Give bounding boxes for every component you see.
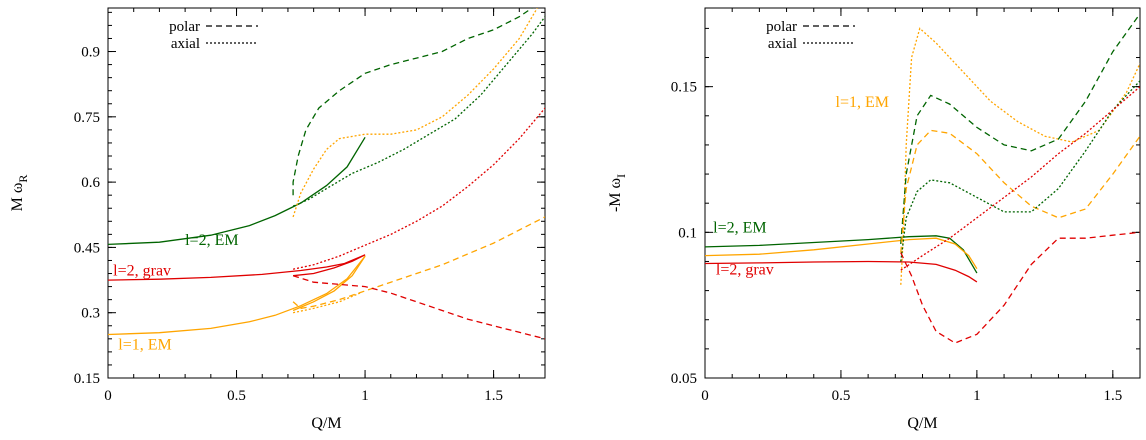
x-tick-label: 1 xyxy=(361,388,369,404)
legend-label-axial: axial xyxy=(768,36,797,52)
x-tick-label: 1 xyxy=(973,388,981,404)
x-tick-label: 1.5 xyxy=(1103,388,1122,404)
series-label: l=1, EM xyxy=(118,337,171,354)
x-tick-label: 0 xyxy=(104,388,112,404)
series-line-green-dashed xyxy=(293,8,532,195)
series-line-green-dotted xyxy=(901,81,1140,262)
curves xyxy=(705,14,1140,343)
series-line-orange-dotted xyxy=(901,28,1140,284)
series-line-orange-dotted xyxy=(293,8,537,217)
series-line-green-dotted xyxy=(293,17,545,206)
y-tick-label: 0.05 xyxy=(671,371,697,387)
series-line-red-dotted xyxy=(901,87,1140,271)
y-tick-label: 0.15 xyxy=(671,80,697,96)
series-label: l=2, grav xyxy=(716,262,774,279)
y-axis-title: M ωR xyxy=(9,175,30,212)
x-axis-title: Q/M xyxy=(311,415,341,432)
y-axis-title-main: M ω xyxy=(9,183,26,212)
series-label: l=2, EM xyxy=(185,232,238,249)
series-line-red-dotted xyxy=(293,108,545,269)
y-tick-label: 0.6 xyxy=(81,175,100,191)
x-tick-label: 1.5 xyxy=(484,388,503,404)
left-panel: 0 0.5 1 1.50.150.30.450.60.750.9Q/MM ωRpola… xyxy=(9,8,545,432)
y-tick-label: 0.45 xyxy=(74,240,100,256)
x-tick-label: 0.5 xyxy=(832,388,851,404)
y-axis-title: -M ωI xyxy=(607,174,628,212)
series-line-orange-dashed xyxy=(293,217,545,309)
x-axis-title: Q/M xyxy=(907,415,937,432)
series-line-red-dashed xyxy=(901,232,1140,343)
y-tick-label: 0.9 xyxy=(81,45,100,61)
y-tick-label: 0.15 xyxy=(74,371,100,387)
curves xyxy=(108,8,545,339)
legend-label-polar: polar xyxy=(169,19,200,35)
y-axis-title-sub: I xyxy=(614,174,628,178)
plot-frame xyxy=(705,8,1140,378)
x-tick-label: 0.5 xyxy=(227,388,246,404)
y-tick-label: 0.75 xyxy=(74,110,100,126)
legend-label-polar: polar xyxy=(766,19,797,35)
series-label: l=1, EM xyxy=(836,94,889,111)
series-line-green-solid xyxy=(108,137,365,244)
series-line-orange-dashed xyxy=(901,130,1140,252)
series-line-green-dashed xyxy=(901,14,1140,244)
y-axis-title-sub: R xyxy=(16,175,30,183)
legend-label-axial: axial xyxy=(171,36,200,52)
y-tick-label: 0.1 xyxy=(678,225,697,241)
y-tick-label: 0.3 xyxy=(81,306,100,322)
series-label: l=2, grav xyxy=(113,263,171,280)
x-tick-label: 0 xyxy=(701,388,709,404)
series-label: l=2, EM xyxy=(713,219,766,236)
y-axis-title-main: -M ω xyxy=(607,178,624,212)
series-line-orange-solid xyxy=(293,256,365,310)
series-line-red-dashed xyxy=(293,276,545,339)
right-panel: 0 0.5 1 1.50.050.10.15Q/M-M ωIpolaraxiall=1… xyxy=(607,8,1140,432)
